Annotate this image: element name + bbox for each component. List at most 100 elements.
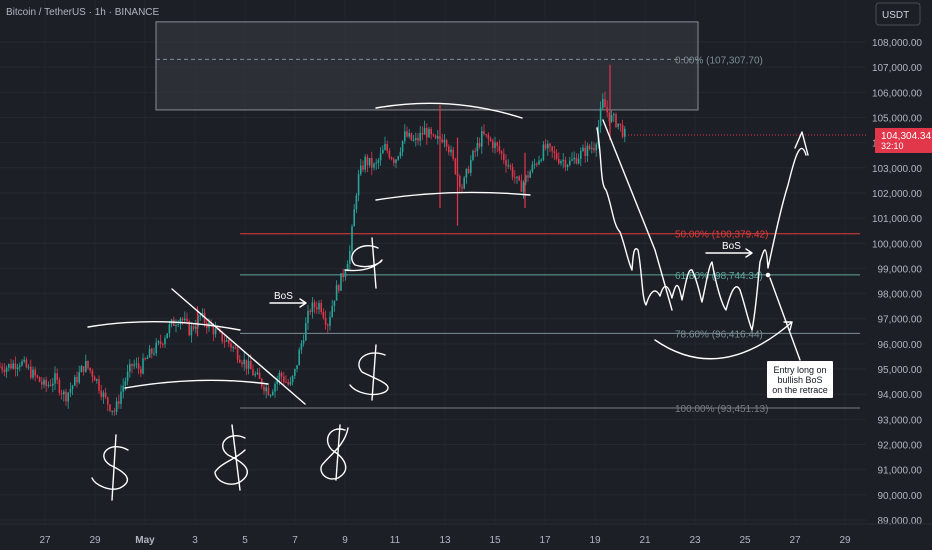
candle-body — [60, 392, 63, 395]
price-tick-label: 101,000.00 — [872, 214, 922, 225]
candle-body — [388, 150, 391, 158]
time-tick-label: 27 — [39, 535, 51, 546]
projection-path — [596, 127, 807, 331]
candle-body — [533, 163, 536, 165]
candle-body — [586, 145, 589, 157]
candle-body — [483, 131, 485, 135]
candle-body — [96, 379, 98, 381]
candle-body — [362, 165, 364, 170]
price-tick-label: 102,000.00 — [872, 189, 922, 200]
candle-body — [258, 372, 261, 379]
candle-body — [87, 360, 89, 368]
candle-body — [355, 195, 358, 210]
candle-body — [338, 285, 340, 291]
candle-body — [280, 372, 283, 377]
candle-body — [232, 347, 234, 349]
candle-body — [47, 384, 50, 386]
fib-level-label: 78.60% (96,416.44) — [675, 329, 763, 340]
candle-body — [126, 371, 129, 382]
candle-body — [353, 209, 355, 227]
candle-body — [201, 312, 204, 316]
candle-body — [135, 363, 138, 365]
candle-body — [595, 144, 597, 151]
candle-body — [14, 363, 17, 370]
grid-lines — [0, 0, 866, 524]
candle-body — [199, 315, 201, 317]
candle-body — [536, 163, 538, 165]
candle-body — [287, 382, 289, 385]
candle-body — [505, 160, 507, 166]
candle-body — [52, 383, 54, 386]
candle-body — [263, 386, 265, 392]
candle-body — [503, 153, 505, 161]
candle-body — [487, 134, 490, 139]
candle-body — [445, 140, 448, 147]
candle-body — [443, 140, 446, 143]
price-tick-label: 100,000.00 — [872, 239, 922, 250]
candle-body — [296, 365, 298, 369]
time-tick-label: 13 — [439, 535, 451, 546]
candle-body — [463, 177, 465, 189]
candle-body — [168, 324, 171, 334]
currency-label: USDT — [882, 10, 909, 21]
candle-body — [289, 381, 292, 385]
hand-drawings — [87, 102, 809, 501]
candle-body — [305, 323, 307, 341]
candle-body — [298, 349, 300, 366]
candle-body — [606, 107, 608, 113]
price-tick-label: 108,000.00 — [872, 38, 922, 49]
time-tick-label: 7 — [292, 535, 298, 546]
candle-body — [346, 263, 349, 272]
candle-body — [582, 147, 584, 152]
candle-body — [520, 180, 523, 192]
candle-body — [212, 326, 215, 335]
candle-body — [43, 379, 45, 385]
candle-body — [56, 373, 58, 380]
candle-body — [5, 367, 8, 372]
candle-body — [162, 343, 164, 345]
chart-title: Bitcoin / TetherUS · 1h · BINANCE — [6, 7, 160, 18]
candle-body — [494, 142, 496, 148]
time-tick-label: 29 — [839, 535, 851, 546]
candle-body — [459, 176, 461, 187]
candle-body — [397, 156, 399, 160]
candle-body — [111, 410, 113, 412]
candle-body — [133, 364, 135, 366]
entry-note-line: Entry long on — [773, 365, 826, 375]
candle-body — [148, 348, 151, 358]
candle-body — [54, 373, 56, 384]
candle-body — [410, 133, 413, 141]
candle-body — [265, 387, 267, 392]
candle-body — [591, 148, 593, 150]
candle-body — [492, 140, 494, 148]
candle-body — [63, 391, 65, 395]
candle-body — [324, 317, 327, 325]
candle-body — [360, 165, 362, 175]
candle-body — [588, 145, 591, 149]
candle-body — [368, 158, 371, 166]
candle-body — [619, 123, 622, 125]
price-tick-label: 107,000.00 — [872, 63, 922, 74]
price-tick-label: 93,000.00 — [878, 415, 923, 426]
candle-body — [12, 363, 14, 369]
candle-body — [278, 372, 281, 380]
candle-body — [608, 112, 611, 122]
time-tick-label: 9 — [342, 535, 348, 546]
candle-body — [71, 385, 74, 390]
candle-body — [142, 358, 144, 374]
candle-body — [441, 139, 443, 143]
fib-retracement[interactable]: 0.00% (107,307.70) 50.00% (100,379.42) 61.… — [156, 55, 860, 415]
arc-top-left — [87, 320, 241, 331]
candle-body — [375, 162, 377, 164]
candle-body — [184, 318, 186, 321]
candle-body — [164, 338, 166, 345]
candle-body — [190, 326, 193, 336]
fib-level-label: 100.00% (93,451.13) — [675, 404, 768, 415]
candle-body — [300, 343, 303, 350]
candle-body — [415, 137, 417, 140]
candle-body — [276, 379, 278, 384]
projection-line — [602, 119, 673, 311]
candle-body — [577, 158, 580, 164]
